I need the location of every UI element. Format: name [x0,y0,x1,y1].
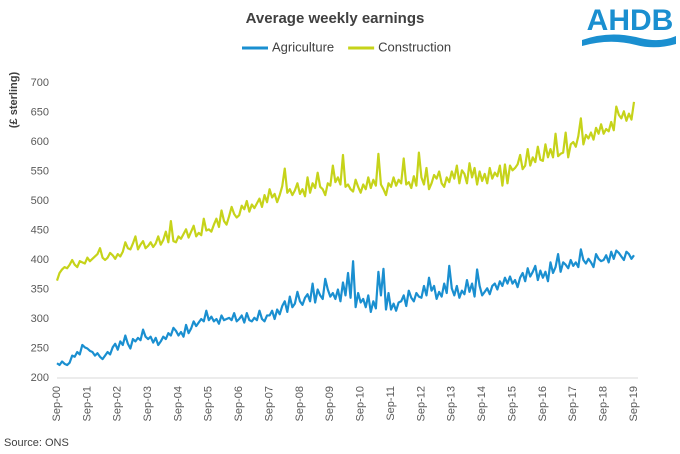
line [55,101,636,281]
x-tick-label: Sep-12 [415,386,427,421]
x-tick-label: Sep-17 [567,386,579,421]
x-tick-label: Sep-01 [81,386,93,421]
x-tick-label: Sep-19 [628,386,640,421]
y-tick-label: 450 [31,224,49,236]
legend-label: Construction [378,39,451,54]
source: Source: ONS [4,437,69,449]
y-tick-label: 350 [31,283,49,295]
x-tick-label: Sep-02 [112,386,124,421]
chart-title: Average weekly earnings [246,10,425,27]
y-tick-label: 400 [31,254,49,266]
x-tick-label: Sep-16 [537,386,549,421]
y-tick-label: 300 [31,313,49,325]
x-tick-label: Sep-04 [172,386,184,421]
x-tick-label: Sep-03 [142,386,154,421]
y-tick-label: 250 [31,342,49,354]
x-tick-label: Sep-10 [355,386,367,421]
y-axis-label: (£ sterling) [8,72,20,129]
y-tick-label: 600 [31,136,49,148]
legend-label: Agriculture [272,39,334,54]
y-tick-label: 650 [31,106,49,118]
x-tick-label: Sep-08 [294,386,306,421]
x-tick-label: Sep-15 [506,386,518,421]
y-tick-label: 700 [31,77,49,89]
x-tick-label: Sep-18 [598,386,610,421]
y-tick-label: 200 [31,372,49,384]
x-tick-label: Sep-09 [324,386,336,421]
y-tick-label: 550 [31,165,49,177]
x-tick-label: Sep-07 [263,386,275,421]
y-tick-label: 500 [31,195,49,207]
x-tick-label: Sep-13 [446,386,458,421]
x-tick-label: Sep-06 [233,386,245,421]
logo: AHDB [587,4,674,37]
x-tick-label: Sep-11 [385,386,397,421]
x-tick-label: Sep-05 [203,386,215,421]
x-tick-label: Sep-14 [476,386,488,421]
x-tick-label: Sep-00 [51,386,63,421]
line [56,248,635,367]
logo-swoosh [582,34,676,48]
